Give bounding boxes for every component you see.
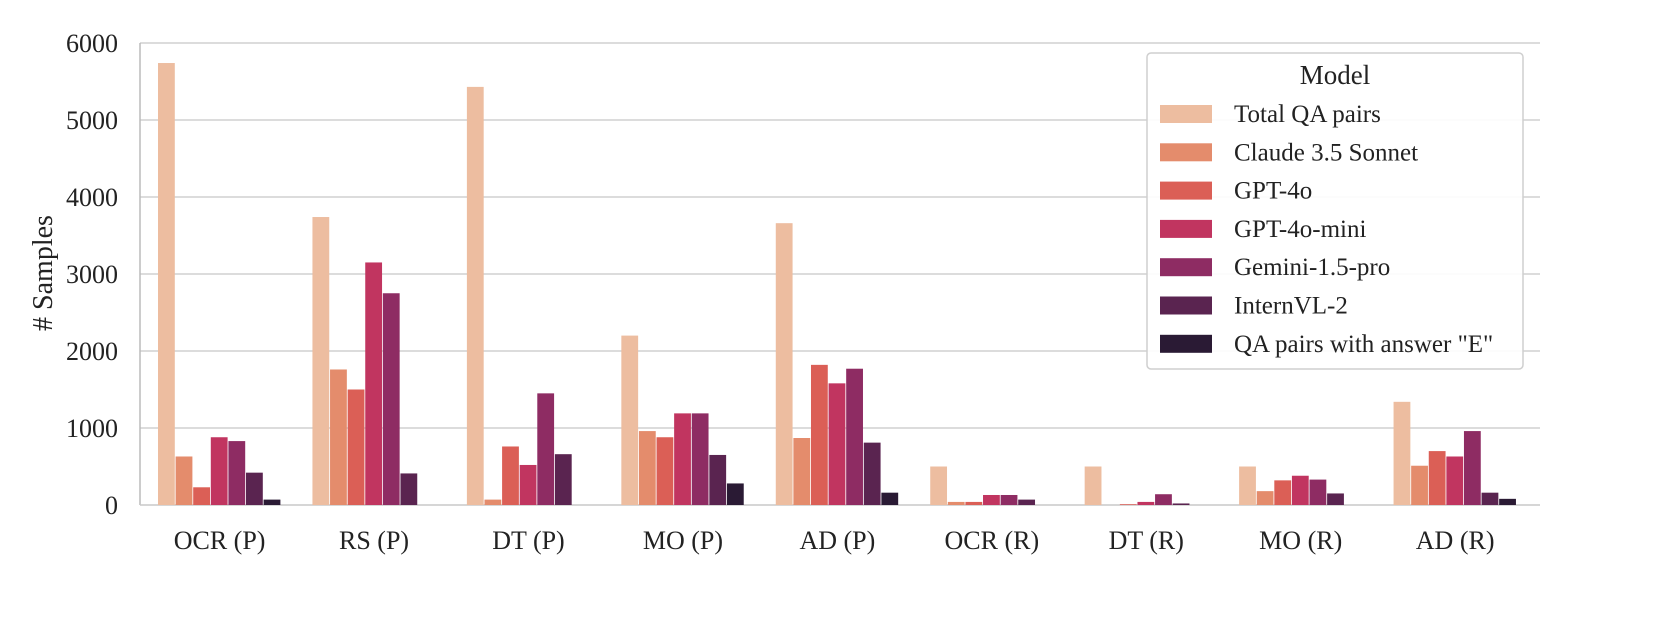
y-tick-label: 5000	[66, 106, 118, 135]
bar	[1499, 498, 1516, 505]
x-tick-label: DT (R)	[1109, 526, 1184, 555]
bar	[709, 454, 727, 505]
bar	[158, 63, 175, 506]
legend-swatch	[1160, 181, 1212, 200]
tick-labels: 0 1000 2000 3000 4000 5000 6000 OCR (P) RS (P) DT…	[66, 29, 1495, 555]
x-tick-label: DT (P)	[492, 526, 564, 555]
x-tick-label: OCR (R)	[945, 526, 1040, 555]
bar	[846, 368, 863, 505]
x-tick-label: MO (P)	[643, 526, 723, 555]
bar	[674, 413, 691, 505]
legend-swatch	[1160, 334, 1212, 353]
bar	[947, 501, 965, 505]
legend-box	[1146, 52, 1524, 370]
legend-title: Model	[1300, 60, 1371, 90]
y-tick-label: 2000	[66, 337, 118, 366]
bar	[554, 454, 572, 505]
legend-swatch	[1160, 219, 1212, 238]
bar	[537, 393, 555, 505]
bar	[863, 442, 881, 505]
y-tick-label: 1000	[66, 414, 118, 443]
bar	[793, 438, 811, 505]
bar	[881, 492, 899, 505]
bar	[1327, 493, 1344, 505]
y-tick-label: 6000	[66, 29, 118, 58]
bar	[1309, 479, 1327, 505]
x-tick-label: AD (R)	[1416, 526, 1495, 555]
x-tick-label: MO (R)	[1259, 526, 1342, 555]
y-tick-label: 0	[105, 491, 118, 520]
bar	[810, 364, 828, 505]
bar	[1446, 456, 1464, 505]
legend-label: InternVL-2	[1234, 293, 1348, 320]
bar	[656, 437, 674, 505]
bar	[1137, 501, 1155, 505]
bar	[775, 223, 793, 505]
bar	[691, 413, 709, 505]
bar	[621, 335, 639, 505]
bar	[246, 472, 263, 505]
bar	[1274, 480, 1292, 505]
bar	[365, 262, 383, 505]
legend-label: GPT-4o	[1234, 178, 1312, 205]
legend-swatch	[1160, 258, 1212, 277]
legend-label: Gemini-1.5-pro	[1234, 254, 1390, 281]
bar	[466, 86, 484, 505]
bar	[228, 441, 246, 505]
bar	[1411, 465, 1428, 505]
bar	[1463, 431, 1481, 505]
bar	[828, 383, 846, 505]
bar	[1256, 491, 1274, 505]
legend-label: Claude 3.5 Sonnet	[1234, 139, 1418, 166]
bar	[1239, 466, 1256, 505]
bar	[382, 293, 400, 505]
bar	[175, 456, 193, 505]
legend-swatch	[1160, 296, 1212, 315]
bar	[519, 464, 537, 505]
bar	[210, 437, 228, 505]
legend-label: GPT-4o-mini	[1234, 216, 1366, 243]
legend-label: QA pairs with answer "E"	[1234, 331, 1493, 358]
x-tick-label: AD (P)	[799, 526, 875, 555]
bar	[502, 446, 519, 505]
y-axis-label: # Samples	[28, 215, 59, 331]
bar	[1000, 494, 1018, 505]
bar	[1481, 492, 1499, 505]
bar	[400, 473, 418, 505]
bar	[1428, 451, 1446, 505]
bar	[1018, 499, 1036, 505]
legend: Model Total QA pairs Claude 3.5 Sonnet GPT-…	[1146, 52, 1524, 370]
bar	[312, 217, 330, 505]
bar	[1393, 401, 1411, 505]
bar	[1155, 494, 1172, 505]
bar	[726, 483, 744, 505]
bar	[1172, 503, 1190, 505]
y-tick-label: 4000	[66, 183, 118, 212]
bar	[1291, 475, 1309, 505]
y-tick-label: 3000	[66, 260, 118, 289]
bar	[1119, 504, 1137, 505]
bar	[484, 499, 502, 505]
x-tick-label: RS (P)	[339, 526, 409, 555]
bar	[330, 369, 347, 505]
bar	[1084, 466, 1102, 505]
bar	[193, 487, 210, 505]
legend-swatch	[1160, 105, 1212, 123]
bar	[347, 389, 365, 505]
x-tick-label: OCR (P)	[174, 526, 266, 555]
bar	[983, 494, 1000, 505]
legend-swatch	[1160, 143, 1212, 162]
bar	[638, 431, 656, 505]
bar	[263, 499, 281, 505]
bar	[965, 501, 983, 505]
bar	[930, 466, 948, 505]
bars	[158, 63, 1516, 506]
legend-label: Total QA pairs	[1234, 101, 1381, 128]
